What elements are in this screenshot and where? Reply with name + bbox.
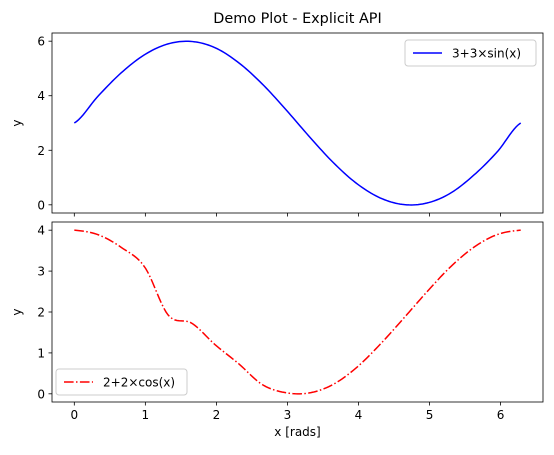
y-tick-label: 3 <box>37 265 45 279</box>
subplot-2: 0 1 2 3 4 5 6 0 1 2 3 4 y x [rads] 2+2×cos(x) <box>10 221 544 439</box>
subplots: Demo Plot - Explicit API 0 2 4 6 y 3+3×sin(x) 0… <box>10 11 544 439</box>
y-tick-label: 2 <box>37 306 45 320</box>
x-tick-label: 4 <box>355 408 363 422</box>
y-tick-label: 1 <box>37 346 45 360</box>
x-tick-label: 5 <box>426 408 434 422</box>
y-tick-label: 0 <box>37 198 45 212</box>
x-tick-label: 3 <box>284 408 292 422</box>
y-tick-label: 4 <box>37 89 45 103</box>
x-tick-label: 0 <box>70 408 78 422</box>
legend-label: 2+2×cos(x) <box>103 376 175 390</box>
y-tick-label: 0 <box>37 387 45 401</box>
axes-frame <box>51 32 544 214</box>
series-line-1 <box>74 229 521 395</box>
legend: 3+3×sin(x) <box>404 39 537 67</box>
series-line-1 <box>73 40 522 206</box>
y-tick-label: 6 <box>37 35 45 49</box>
chart-title: Demo Plot - Explicit API <box>213 11 381 27</box>
x-tick-label: 6 <box>497 408 505 422</box>
legend: 2+2×cos(x) <box>55 368 188 396</box>
x-tick-label: 2 <box>213 408 221 422</box>
legend-frame <box>55 368 188 396</box>
y-axis-label: y <box>10 119 24 126</box>
legend-label: 3+3×sin(x) <box>452 47 521 61</box>
legend-frame <box>404 39 537 67</box>
subplot-1: Demo Plot - Explicit API 0 2 4 6 y 3+3×sin(x) <box>10 11 544 217</box>
y-tick-label: 2 <box>37 144 45 158</box>
x-tick-label: 1 <box>142 408 150 422</box>
y-axis-label: y <box>10 308 24 315</box>
y-tick-label: 4 <box>37 224 45 238</box>
x-axis-label: x [rads] <box>274 425 320 439</box>
